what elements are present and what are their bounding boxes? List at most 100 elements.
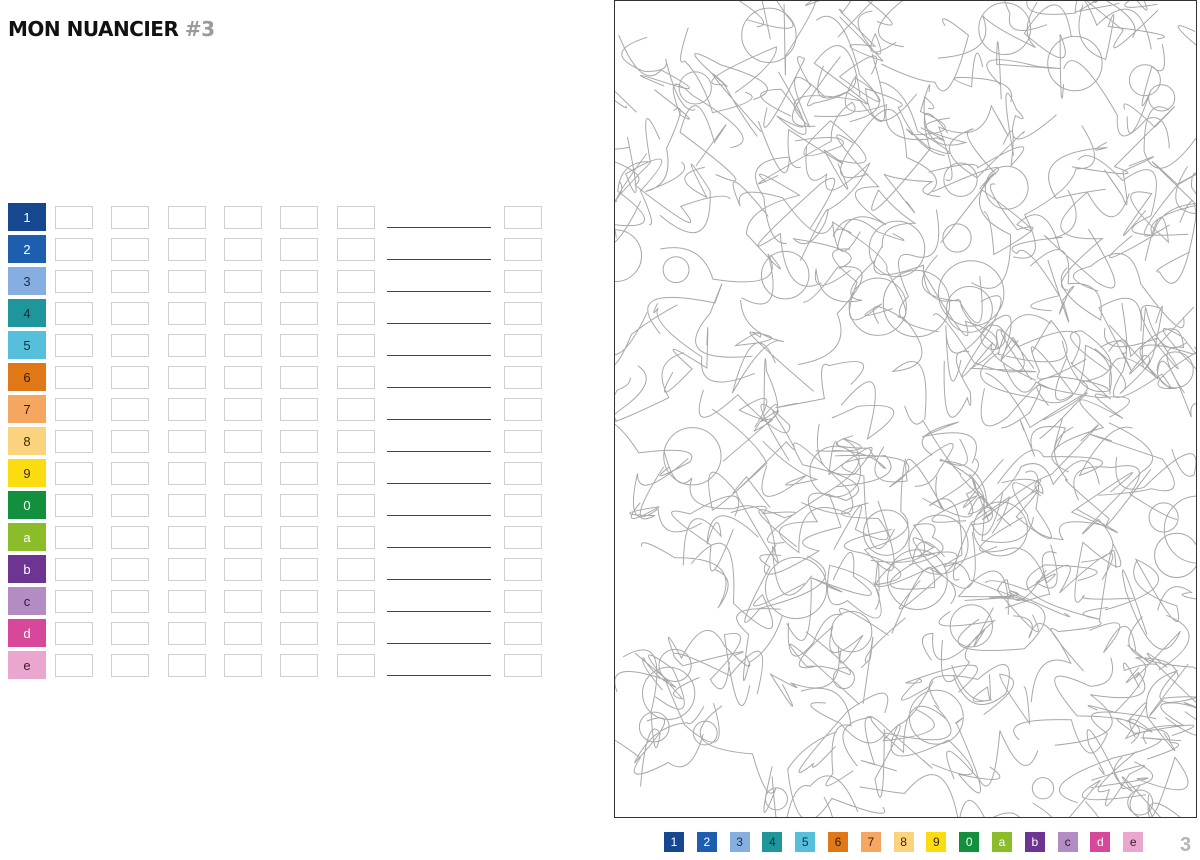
test-box: [280, 334, 318, 357]
outline-shape: [662, 256, 690, 284]
test-box: [168, 462, 206, 485]
test-box: [224, 462, 262, 485]
color-swatch: 0: [8, 491, 46, 519]
color-swatch: a: [8, 523, 46, 551]
title-text: MON NUANCIER: [8, 17, 179, 41]
test-box: [168, 494, 206, 517]
outline-shape: [692, 720, 718, 746]
name-line: [387, 643, 491, 644]
outline-shape: [1163, 495, 1196, 564]
name-line: [387, 259, 491, 260]
outline-shape: [764, 556, 828, 620]
legend-swatch: b: [1024, 832, 1045, 852]
legend-swatch: 0: [959, 832, 980, 852]
test-box: [504, 206, 542, 229]
test-box: [504, 494, 542, 517]
test-box: [337, 366, 375, 389]
test-box: [280, 654, 318, 677]
legend-swatch: 9: [926, 832, 947, 852]
test-box: [224, 654, 262, 677]
outline-shape: [741, 7, 797, 63]
test-box: [337, 270, 375, 293]
page-title: MON NUANCIER #3: [8, 17, 215, 41]
test-box: [111, 622, 149, 645]
outline-shape: [984, 165, 1029, 210]
test-box: [55, 622, 93, 645]
outline-shape: [830, 610, 873, 653]
test-box: [111, 430, 149, 453]
test-box: [224, 430, 262, 453]
outline-shape: [832, 667, 855, 690]
test-box: [168, 558, 206, 581]
test-box: [280, 270, 318, 293]
test-box: [280, 366, 318, 389]
color-swatch: e: [8, 651, 46, 679]
test-box: [168, 238, 206, 261]
test-box: [111, 558, 149, 581]
legend-swatch: 5: [795, 832, 816, 852]
color-swatch: 4: [8, 299, 46, 327]
outline-shape: [908, 689, 964, 745]
outline-shape: [760, 250, 810, 300]
outline-shape: [1128, 64, 1161, 97]
test-box: [280, 238, 318, 261]
outline-shape: [942, 223, 972, 253]
test-box: [504, 270, 542, 293]
outline-shape: [1156, 351, 1194, 389]
outline-shape: [887, 549, 948, 610]
test-box: [224, 302, 262, 325]
title-number: #3: [184, 17, 215, 41]
test-box: [224, 494, 262, 517]
outline-shape: [658, 648, 692, 682]
test-box: [111, 334, 149, 357]
outline-shape: [1154, 532, 1196, 578]
test-box: [168, 366, 206, 389]
test-box: [111, 366, 149, 389]
outline-shape: [1148, 84, 1176, 112]
test-box: [111, 590, 149, 613]
outline-shape: [980, 324, 1006, 350]
test-box: [504, 238, 542, 261]
test-box: [280, 430, 318, 453]
test-box: [55, 398, 93, 421]
test-box: [504, 622, 542, 645]
test-box: [111, 206, 149, 229]
color-row: 7: [8, 395, 548, 423]
test-box: [224, 366, 262, 389]
page-number: 3: [1180, 834, 1192, 856]
test-box: [224, 238, 262, 261]
name-line: [387, 291, 491, 292]
test-box: [224, 622, 262, 645]
color-row: 0: [8, 491, 548, 519]
test-box: [337, 494, 375, 517]
color-row: 9: [8, 459, 548, 487]
outline-shape: [678, 71, 712, 105]
test-box: [337, 334, 375, 357]
color-row: 4: [8, 299, 548, 327]
test-box: [111, 270, 149, 293]
color-swatch: c: [8, 587, 46, 615]
name-line: [387, 547, 491, 548]
test-box: [280, 398, 318, 421]
legend-swatch: 4: [762, 832, 783, 852]
test-box: [337, 654, 375, 677]
test-box: [55, 558, 93, 581]
outline-shape: [978, 2, 1032, 56]
color-swatch: b: [8, 555, 46, 583]
color-row: 5: [8, 331, 548, 359]
test-box: [504, 366, 542, 389]
test-box: [280, 590, 318, 613]
test-box: [55, 430, 93, 453]
test-box: [111, 398, 149, 421]
test-box: [504, 398, 542, 421]
test-box: [111, 302, 149, 325]
outline-shape: [764, 787, 788, 811]
color-row: e: [8, 651, 548, 679]
color-row: d: [8, 619, 548, 647]
test-box: [168, 270, 206, 293]
color-swatch: d: [8, 619, 46, 647]
test-box: [337, 302, 375, 325]
color-row: 6: [8, 363, 548, 391]
test-box: [55, 238, 93, 261]
test-box: [168, 654, 206, 677]
